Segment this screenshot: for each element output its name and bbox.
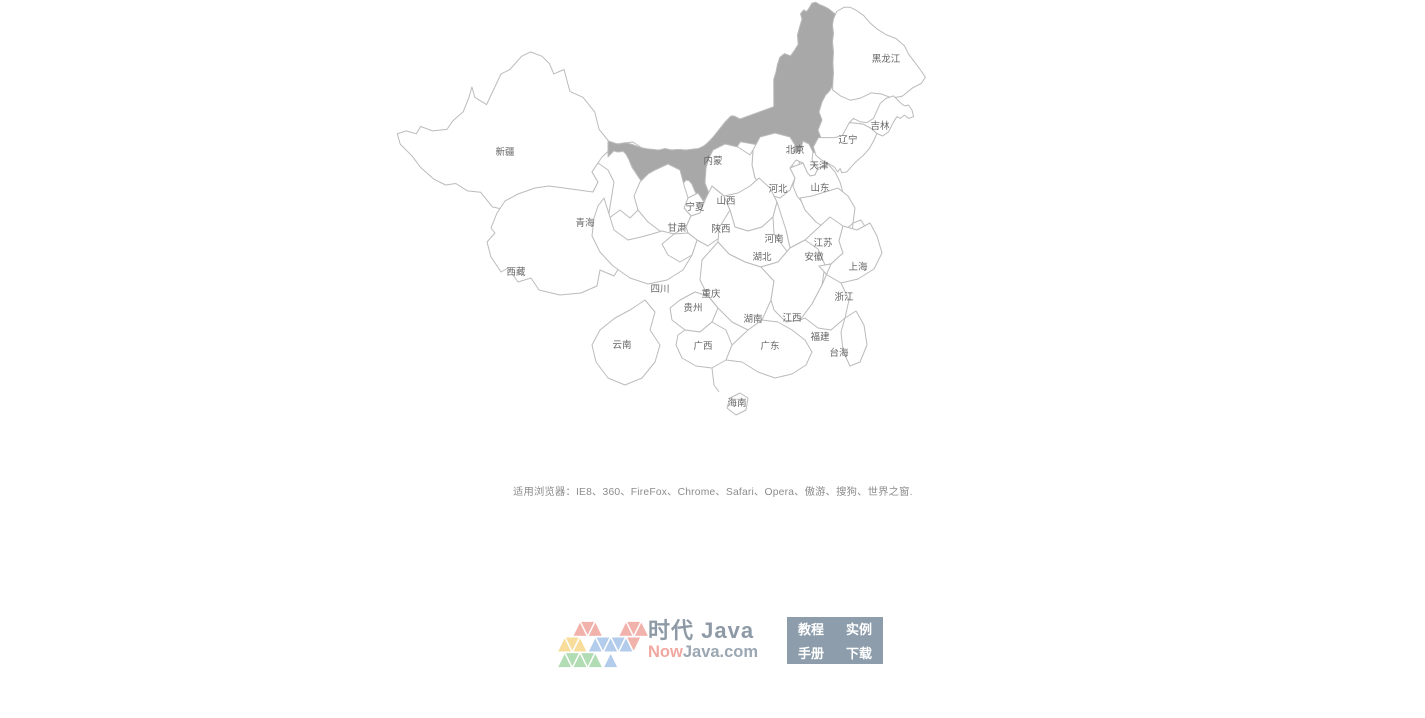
svg-text:湖南: 湖南 (743, 313, 762, 325)
svg-text:海南: 海南 (727, 397, 746, 409)
svg-text:山东: 山东 (810, 182, 829, 194)
svg-text:江苏: 江苏 (813, 237, 833, 249)
svg-text:辽宁: 辽宁 (838, 134, 857, 146)
svg-text:浙江: 浙江 (834, 291, 854, 303)
svg-text:贵州: 贵州 (683, 302, 702, 314)
svg-text:北京: 北京 (785, 144, 804, 156)
svg-text:天津: 天津 (809, 161, 829, 172)
svg-text:河南: 河南 (764, 233, 783, 245)
svg-text:广西: 广西 (693, 340, 712, 352)
svg-text:云南: 云南 (612, 339, 631, 351)
svg-text:四川: 四川 (650, 284, 669, 295)
svg-text:湖北: 湖北 (752, 252, 772, 263)
svg-text:上海: 上海 (848, 261, 868, 273)
svg-text:山西: 山西 (716, 196, 735, 207)
svg-text:吉林: 吉林 (870, 120, 890, 132)
svg-text:重庆: 重庆 (701, 288, 721, 300)
svg-text:台海: 台海 (829, 347, 849, 359)
svg-text:青海: 青海 (575, 217, 595, 229)
svg-text:陕西: 陕西 (711, 223, 730, 235)
svg-text:广东: 广东 (760, 340, 779, 352)
svg-text:内蒙: 内蒙 (703, 155, 722, 167)
svg-text:黑龙江: 黑龙江 (872, 53, 901, 65)
svg-text:宁夏: 宁夏 (685, 201, 705, 213)
svg-text:福建: 福建 (810, 331, 830, 343)
svg-text:西藏: 西藏 (506, 266, 526, 278)
svg-text:甘肃: 甘肃 (667, 222, 686, 234)
svg-text:安徽: 安徽 (804, 251, 824, 263)
svg-text:新疆: 新疆 (495, 146, 515, 158)
svg-text:江西: 江西 (782, 313, 801, 324)
svg-text:河北: 河北 (768, 183, 788, 195)
